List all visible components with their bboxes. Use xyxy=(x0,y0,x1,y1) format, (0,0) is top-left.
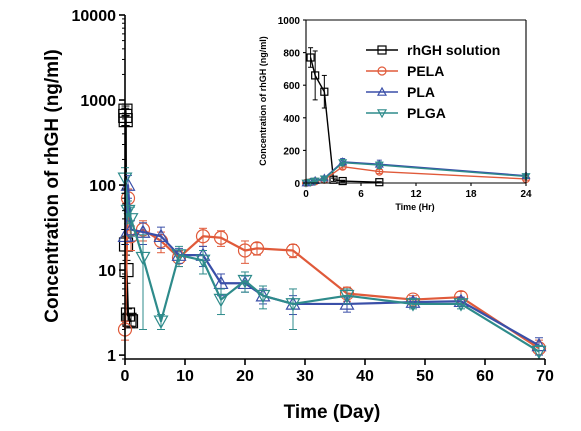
inset-x-axis-title: Time (Hr) xyxy=(395,202,434,212)
y-tick-label: 400 xyxy=(283,114,300,125)
data-point xyxy=(153,228,169,243)
data-point xyxy=(338,176,347,186)
data-point xyxy=(122,312,137,327)
series-line xyxy=(123,178,540,353)
legend-label: PELA xyxy=(407,63,444,79)
data-point xyxy=(237,243,253,258)
data-point xyxy=(135,251,151,266)
legend-marker xyxy=(377,66,387,76)
data-point xyxy=(310,177,320,186)
x-tick-label: 40 xyxy=(356,368,374,385)
x-tick-label: 24 xyxy=(520,189,532,200)
x-tick-label: 6 xyxy=(358,189,364,200)
data-point xyxy=(319,175,329,184)
series-pla xyxy=(117,174,547,356)
data-point xyxy=(285,298,301,312)
y-tick-label: 800 xyxy=(283,49,300,60)
y-tick-label: 10000 xyxy=(72,8,117,25)
x-tick-label: 12 xyxy=(410,189,422,200)
x-tick-label: 20 xyxy=(236,368,254,385)
legend-marker xyxy=(377,45,387,55)
data-point xyxy=(153,315,169,330)
data-point xyxy=(285,243,301,258)
x-tick-label: 10 xyxy=(176,368,194,385)
data-point xyxy=(405,298,421,312)
inset-plot: 0 6 12 18 24 0 200 400 600 800 1000 Time (Hr) Conc… xyxy=(258,16,532,212)
data-point xyxy=(453,298,469,312)
legend-label: rhGH solution xyxy=(407,42,500,58)
y-tick-label: 1000 xyxy=(80,93,116,110)
legend-label: PLA xyxy=(407,84,435,100)
inset-y-axis-title: Concentration of rhGH (ng/ml) xyxy=(258,36,268,166)
y-tick-label: 200 xyxy=(283,146,300,157)
x-tick-label: 60 xyxy=(476,368,494,385)
x-tick-label: 50 xyxy=(416,368,434,385)
y-tick-label: 1 xyxy=(107,348,116,365)
data-point xyxy=(531,345,547,360)
data-point xyxy=(195,254,211,269)
x-tick-label: 18 xyxy=(465,189,477,200)
data-point xyxy=(123,213,139,227)
series-line xyxy=(123,197,540,350)
y-tick-label: 600 xyxy=(283,81,300,92)
legend-entry: PLGA xyxy=(366,105,446,121)
data-point xyxy=(213,230,229,245)
y-tick-label: 100 xyxy=(89,178,116,195)
data-point xyxy=(255,289,271,304)
y-tick-label: 0 xyxy=(294,179,300,190)
data-point xyxy=(237,274,253,289)
main-y-axis-title: Concentration of rhGH (ng/ml) xyxy=(42,49,63,322)
data-point xyxy=(338,159,348,168)
legend: rhGH solution PELA PLA PLGA xyxy=(366,42,500,121)
x-tick-label: 0 xyxy=(121,368,130,385)
series-rhgh-solution xyxy=(306,47,384,187)
data-point xyxy=(195,229,211,244)
data-point xyxy=(320,87,329,96)
x-tick-label: 70 xyxy=(536,368,554,385)
series-plga xyxy=(117,167,547,360)
data-point xyxy=(213,293,229,308)
inset-axes: 0 6 12 18 24 0 200 400 600 800 1000 xyxy=(278,16,532,200)
series-pela xyxy=(117,188,547,360)
legend-entry: rhGH solution xyxy=(366,42,500,58)
data-point xyxy=(306,53,315,62)
data-point xyxy=(375,178,384,187)
legend-marker xyxy=(376,109,388,119)
data-point xyxy=(339,289,355,304)
legend-marker xyxy=(376,86,388,96)
data-point xyxy=(311,71,320,80)
y-tick-label: 10 xyxy=(98,263,116,280)
x-tick-label: 30 xyxy=(296,368,314,385)
series-line xyxy=(123,183,540,347)
x-tick-label: 0 xyxy=(303,189,309,200)
data-point xyxy=(339,296,355,310)
main-x-axis-title: Time (Day) xyxy=(284,402,381,423)
y-tick-label: 1000 xyxy=(278,16,301,27)
legend-entry: PLA xyxy=(366,84,435,100)
legend-label: PLGA xyxy=(407,105,446,121)
data-point xyxy=(171,249,187,263)
data-point xyxy=(249,241,265,256)
main-series-group xyxy=(117,103,547,360)
legend-entry: PELA xyxy=(366,63,444,79)
inset-background xyxy=(306,20,526,183)
data-point xyxy=(374,161,384,170)
inset-series-group xyxy=(301,47,531,188)
